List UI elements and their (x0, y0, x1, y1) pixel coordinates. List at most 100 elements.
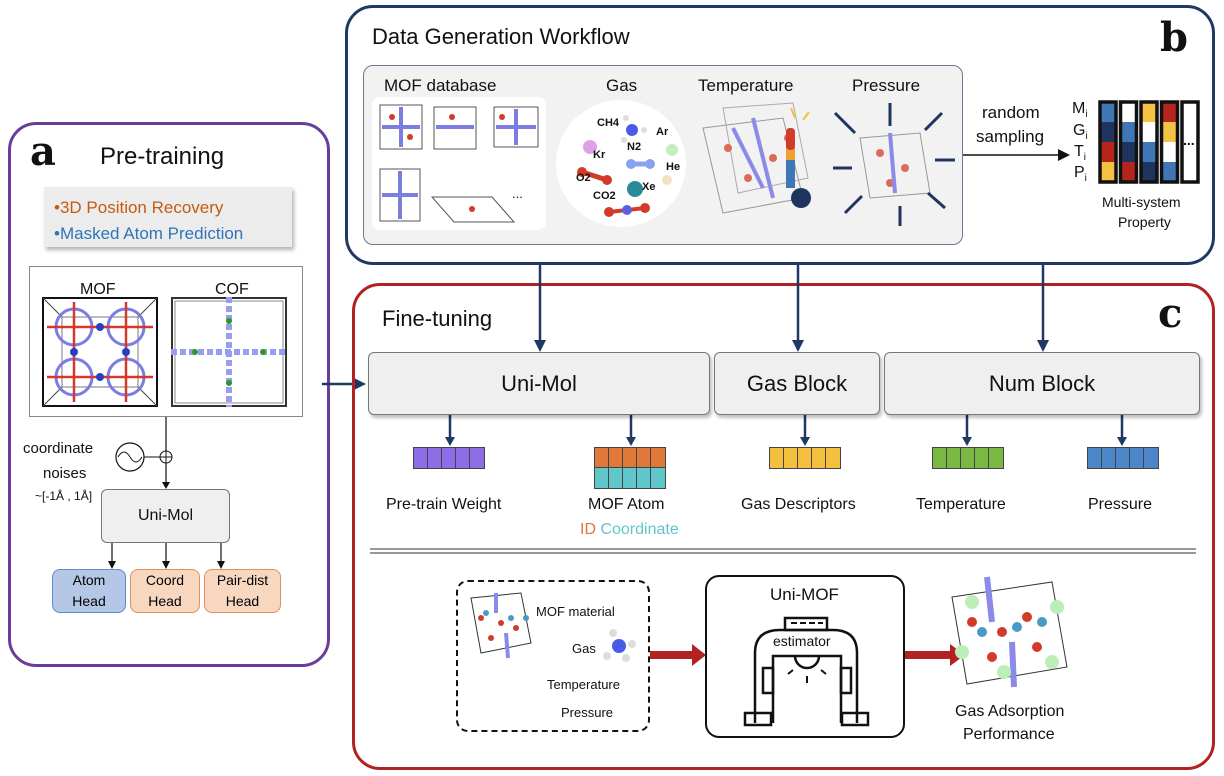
task-3d-position-recovery: •3D Position Recovery (54, 198, 224, 217)
panel-c-letter: c (1158, 290, 1183, 337)
matrix-column (1139, 100, 1159, 184)
matrix-ellipsis: ... (1183, 132, 1195, 148)
row-label-p: Pi (1074, 164, 1087, 184)
head-line1: Pair-dist (216, 572, 269, 588)
gas-molecule-shapes (577, 115, 678, 217)
gas-molecules-circle (556, 100, 686, 227)
num-block: Num Block (884, 352, 1200, 415)
mof-structure-image (42, 297, 158, 407)
gas-kr: Kr (593, 149, 606, 161)
random-sampling-line2: sampling (976, 127, 1045, 146)
property-label-line2: Property (1118, 214, 1171, 230)
matrix-cell (1100, 142, 1116, 162)
panel-b-letter: b (1160, 14, 1188, 61)
cof-structure-image (171, 297, 287, 407)
noise-label-line1: coordinate (23, 440, 94, 457)
noise-injection-diagram (108, 378, 366, 569)
pressure-label: Pressure (852, 76, 921, 95)
head-line2: Head (72, 593, 106, 609)
matrix-cell (1120, 162, 1137, 182)
mof-atom-sublabel: ID Coordinate (580, 521, 679, 539)
head-line2: Head (148, 593, 182, 609)
output-label-line2: Performance (963, 726, 1055, 743)
temperature-embedding-label: Temperature (916, 496, 1006, 513)
matrix-cell (1182, 142, 1198, 162)
row-label-t: Ti (1074, 143, 1086, 163)
matrix-column (1098, 100, 1118, 184)
output-label-line1: Gas Adsorption (955, 703, 1065, 720)
temperature-embedding (932, 447, 1004, 469)
gas-n2: N2 (627, 141, 642, 153)
input-gas: Gas (572, 641, 596, 656)
pressure-embedding (1087, 447, 1159, 469)
estimator-label: estimator (773, 633, 831, 649)
row-subscript: i (1085, 131, 1088, 143)
gas-ar: Ar (656, 126, 669, 138)
matrix-cell (1182, 162, 1198, 182)
atom-head: Atom Head (52, 569, 126, 613)
matrix-cell (1161, 142, 1178, 162)
coordinate-label: Coordinate (600, 521, 679, 538)
workflow-to-finetune-arrows (370, 265, 1196, 666)
task-label: 3D Position Recovery (59, 198, 224, 217)
mof-database-label: MOF database (384, 76, 497, 95)
gas-ch4: CH4 (597, 117, 620, 129)
row-subscript: i (1085, 109, 1088, 121)
pair-dist-head: Pair-dist Head (204, 569, 281, 613)
head-line1: Coord (145, 572, 185, 588)
mof-database-structures (379, 104, 539, 223)
mof-atom-coordinate-embedding (594, 467, 666, 489)
gas-o2: O2 (576, 172, 591, 184)
matrix-column (1180, 100, 1200, 184)
matrix-cell (1100, 162, 1116, 182)
structures-box (29, 266, 303, 417)
input-temperature: Temperature (547, 677, 620, 692)
pretraining-tasks-box (44, 187, 292, 247)
row-label-text: T (1074, 143, 1084, 160)
panel-b-title: Data Generation Workflow (372, 24, 630, 49)
head-line1: Atom (72, 572, 106, 588)
uni-mof-box (705, 575, 905, 738)
gas-descriptors-label: Gas Descriptors (741, 496, 856, 513)
input-pressure: Pressure (561, 705, 614, 720)
cof-label: COF (215, 281, 249, 298)
panel-b-data-generation (345, 5, 1215, 265)
matrix-column (1159, 100, 1180, 184)
unimol-block: Uni-Mol (368, 352, 710, 415)
mof-atom-label: MOF Atom (588, 496, 665, 513)
row-label-text: G (1073, 122, 1086, 139)
temperature-label: Temperature (698, 76, 794, 95)
id-label: ID (580, 521, 596, 538)
multi-system-property-matrix (1098, 100, 1200, 184)
row-label-g: Gi (1073, 122, 1088, 142)
matrix-cell (1141, 102, 1157, 122)
matrix-cell (1161, 122, 1178, 142)
estimator-machine-icon (743, 616, 870, 727)
matrix-cell (1141, 142, 1157, 162)
noise-range: ~[-1Å , 1Å] (35, 489, 93, 503)
matrix-cell (1120, 142, 1137, 162)
temperature-illustration (702, 102, 811, 214)
pretrain-weight-label: Pre-train Weight (386, 496, 502, 513)
row-subscript: i (1083, 152, 1087, 164)
row-subscript: i (1084, 173, 1087, 185)
matrix-cell (1182, 102, 1198, 122)
pretrain-weight-embedding (413, 447, 485, 469)
panel-a-title: Pre-training (100, 143, 225, 170)
matrix-cell (1161, 162, 1178, 182)
mof-label: MOF (80, 281, 116, 298)
gas-co2: CO2 (593, 190, 616, 202)
model-inputs-box (456, 580, 650, 732)
input-mof-material: MOF material (536, 604, 615, 619)
gas-descriptors-embedding (769, 447, 841, 469)
panel-c-title: Fine-tuning (382, 306, 493, 331)
gas-label: Gas (606, 76, 638, 95)
random-sampling-line1: random (982, 103, 1040, 122)
gas-adsorption-image (951, 576, 1068, 688)
uni-mof-title: Uni-MOF (770, 585, 839, 604)
row-label-text: P (1074, 164, 1085, 181)
panel-a-pretraining (8, 122, 330, 667)
matrix-cell (1141, 122, 1157, 142)
gas-block: Gas Block (714, 352, 880, 415)
